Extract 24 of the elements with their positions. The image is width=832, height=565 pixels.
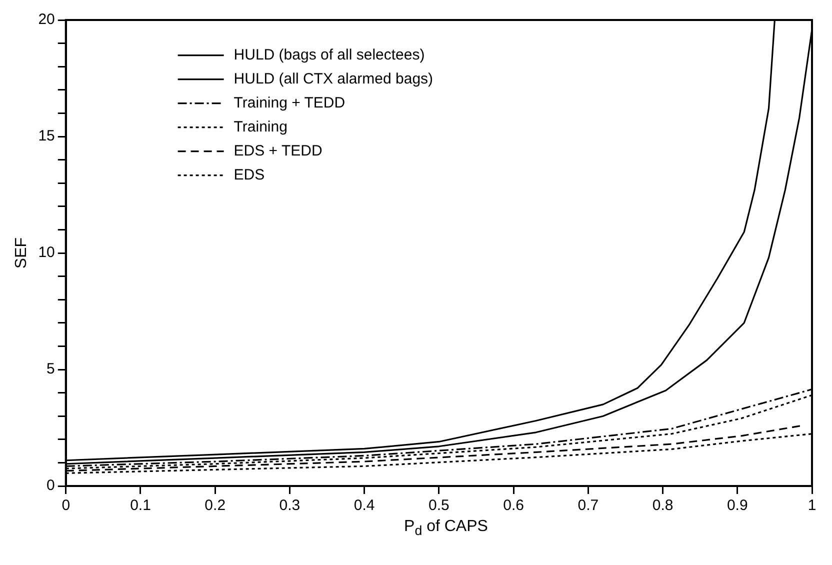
x-tick-label: 0.7 [578,497,599,514]
x-tick-label: 0.9 [726,497,748,514]
legend-label: Training + TEDD [234,94,346,112]
y-tick-label: 5 [46,360,55,378]
y-tick-label: 20 [38,11,55,28]
y-tick-label: 10 [38,244,55,262]
x-tick-label: 0.8 [652,497,674,514]
x-tick-label: 0.4 [354,497,375,514]
y-axis-title: SEF [13,237,30,269]
legend-label: EDS [234,166,265,184]
legend-label: HULD (bags of all selectees) [234,46,425,64]
x-tick-label: 0.6 [503,497,524,514]
x-axis-title: P$_{d}$ of CAPS [403,518,489,538]
x-tick-label: 0.5 [428,497,450,514]
y-tick-label: 15 [38,128,55,145]
x-tick-label: 0.1 [130,497,151,514]
legend-label: HULD (all CTX alarmed bags) [234,70,434,88]
legend-label: EDS + TEDD [234,142,322,160]
legend-label: Training [234,118,288,136]
x-tick-label: 0.3 [279,497,300,514]
y-tick-label: 0 [46,477,55,494]
x-tick-label: 0.2 [204,497,226,514]
x-tick-label: 0 [62,497,70,514]
x-tick-label: 1 [808,497,816,514]
